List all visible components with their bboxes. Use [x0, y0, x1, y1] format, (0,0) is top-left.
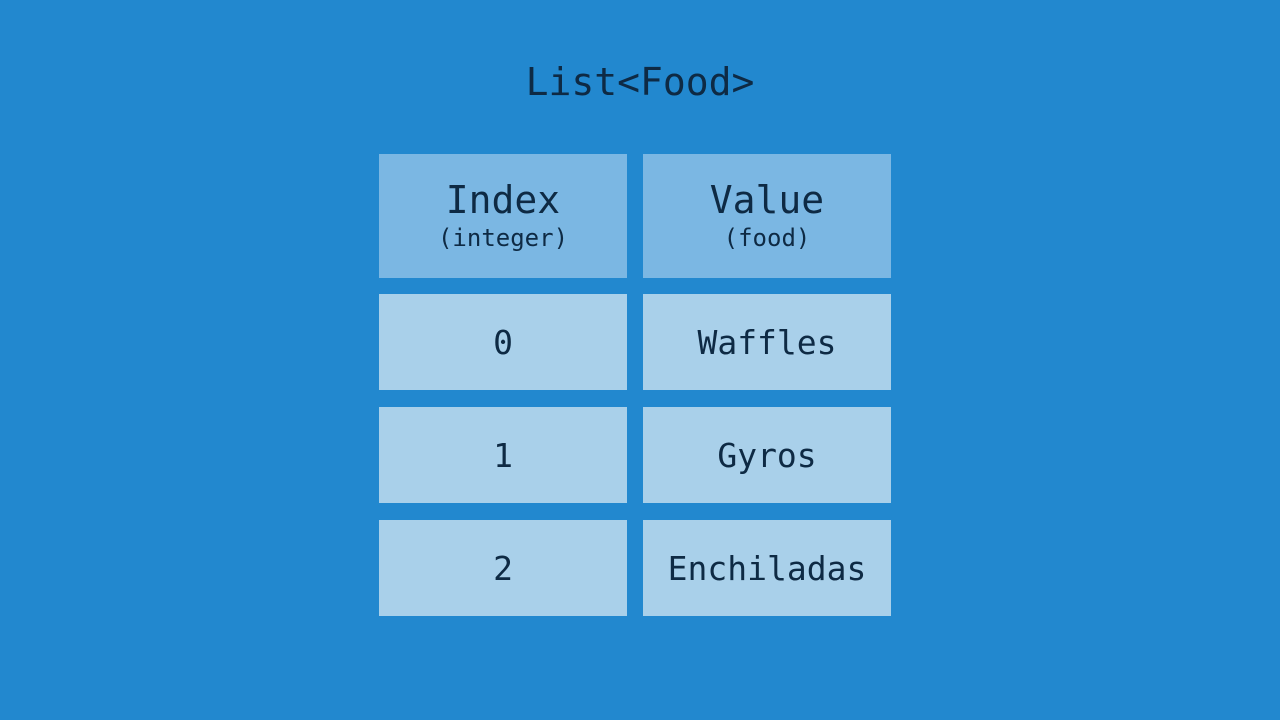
- value-cell: Waffles: [643, 294, 891, 390]
- header-index-label: Index: [445, 178, 561, 222]
- header-index: Index (integer): [379, 154, 627, 278]
- header-value-type: (food): [723, 224, 811, 252]
- header-index-type: (integer): [437, 224, 569, 252]
- index-cell: 1: [379, 407, 627, 503]
- index-cell: 2: [379, 520, 627, 616]
- header-value: Value (food): [643, 154, 891, 278]
- value-cell: Gyros: [643, 407, 891, 503]
- index-cell: 0: [379, 294, 627, 390]
- diagram-title: List<Food>: [525, 60, 755, 104]
- value-cell: Enchiladas: [643, 520, 891, 616]
- header-value-label: Value: [709, 178, 825, 222]
